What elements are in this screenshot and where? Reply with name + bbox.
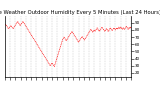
Title: Milwaukee Weather Outdoor Humidity Every 5 Minutes (Last 24 Hours): Milwaukee Weather Outdoor Humidity Every… [0, 10, 160, 15]
